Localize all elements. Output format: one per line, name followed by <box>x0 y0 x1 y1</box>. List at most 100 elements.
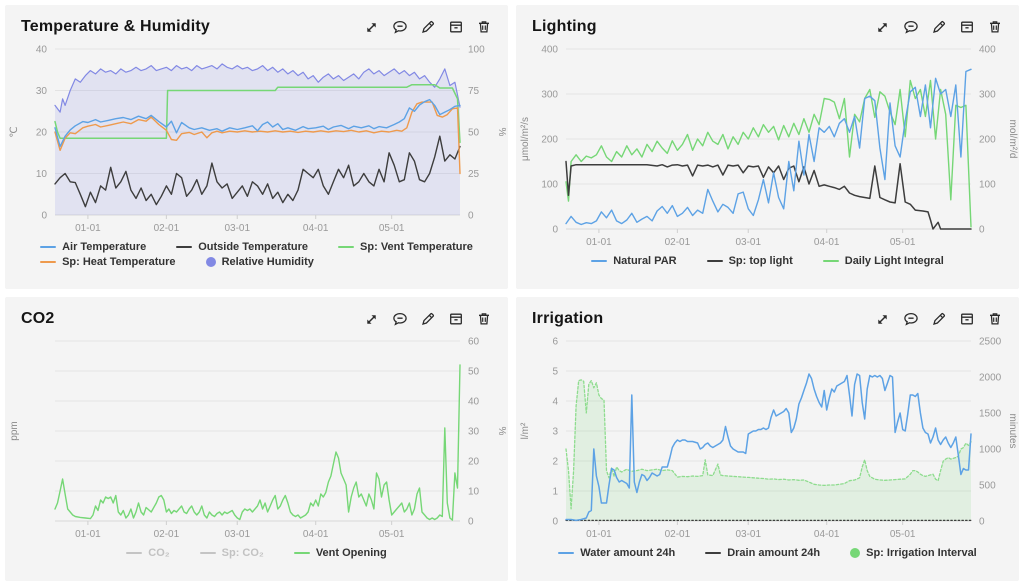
legend-item[interactable]: Sp: Heat Temperature <box>40 256 176 268</box>
svg-text:4: 4 <box>552 397 558 408</box>
edit-icon[interactable] <box>930 311 947 328</box>
edit-icon[interactable] <box>419 311 436 328</box>
archive-icon[interactable] <box>958 311 975 328</box>
svg-text:2500: 2500 <box>979 337 1002 348</box>
svg-text:01-01: 01-01 <box>586 529 612 540</box>
svg-text:200: 200 <box>979 135 996 146</box>
svg-text:04-01: 04-01 <box>814 529 840 540</box>
legend-line-marker <box>40 246 57 248</box>
legend-label: Daily Light Integral <box>844 255 944 267</box>
trash-icon[interactable] <box>986 19 1003 36</box>
svg-text:100: 100 <box>979 180 996 191</box>
svg-text:50: 50 <box>468 367 480 378</box>
legend-item[interactable]: Sp: Vent Temperature <box>338 241 473 253</box>
svg-text:04-01: 04-01 <box>303 223 329 234</box>
panel-irrigation: Irrigation 01-01 02-01 03-01 04-01 05-01 0 1 2 3… <box>516 297 1019 581</box>
svg-text:0: 0 <box>552 225 558 236</box>
legend-item[interactable]: Air Temperature <box>40 241 146 253</box>
svg-text:500: 500 <box>979 481 996 492</box>
svg-text:ppm: ppm <box>9 421 20 440</box>
svg-text:30: 30 <box>36 86 48 97</box>
legend-item[interactable]: Sp: CO₂ <box>199 547 264 559</box>
legend-item[interactable]: Sp: Irrigation Interval <box>850 547 977 559</box>
co2-legend: CO₂ Sp: CO₂ Vent Opening <box>5 547 508 559</box>
svg-text:75: 75 <box>468 86 480 97</box>
comment-icon[interactable] <box>902 311 919 328</box>
legend-item[interactable]: Relative Humidity <box>205 256 314 268</box>
svg-text:100: 100 <box>541 180 558 191</box>
temperature-humidity-chart: 01-01 02-01 03-01 04-01 05-01 0 10 20 30 40 0 25 50 7… <box>9 45 507 235</box>
comment-icon[interactable] <box>391 311 408 328</box>
panel-title: Temperature & Humidity <box>21 18 211 35</box>
svg-text:200: 200 <box>541 135 558 146</box>
edit-icon[interactable] <box>419 19 436 36</box>
panel-header: Lighting <box>516 5 1019 41</box>
trash-icon[interactable] <box>475 311 492 328</box>
svg-text:0: 0 <box>552 517 558 528</box>
legend-circle-marker <box>205 257 216 267</box>
svg-text:400: 400 <box>541 45 558 56</box>
archive-icon[interactable] <box>447 311 464 328</box>
svg-text:μmol/m²/s: μmol/m²/s <box>520 117 531 161</box>
legend-item[interactable]: Drain amount 24h <box>705 547 820 559</box>
lighting-legend: Natural PAR Sp: top light Daily Light Inte… <box>516 255 1019 267</box>
svg-text:2: 2 <box>552 457 558 468</box>
archive-icon[interactable] <box>447 19 464 36</box>
legend-label: Outside Temperature <box>198 241 309 253</box>
legend-line-marker <box>706 260 723 262</box>
svg-text:03-01: 03-01 <box>735 237 761 248</box>
legend-row: Natural PAR Sp: top light Daily Light Inte… <box>591 255 944 267</box>
svg-text:02-01: 02-01 <box>154 529 180 540</box>
svg-text:0: 0 <box>41 211 47 222</box>
svg-text:minutes: minutes <box>1007 413 1018 448</box>
legend-label: Air Temperature <box>62 241 147 253</box>
expand-icon[interactable] <box>874 311 891 328</box>
legend-row: Air Temperature Outside Temperature Sp: Ve… <box>40 241 473 253</box>
edit-icon[interactable] <box>930 19 947 36</box>
comment-icon[interactable] <box>902 19 919 36</box>
expand-icon[interactable] <box>363 311 380 328</box>
legend-item[interactable]: Natural PAR <box>591 255 677 267</box>
legend-rows: Water amount 24h Drain amount 24h Sp: Irri… <box>558 547 977 559</box>
comment-icon[interactable] <box>391 19 408 36</box>
svg-text:03-01: 03-01 <box>224 223 250 234</box>
legend-line-marker <box>176 246 193 248</box>
svg-text:40: 40 <box>468 397 480 408</box>
svg-text:300: 300 <box>979 90 996 101</box>
legend-label: Sp: Heat Temperature <box>62 256 176 268</box>
legend-item[interactable]: Vent Opening <box>293 547 387 559</box>
legend-line-marker <box>822 260 839 262</box>
temperature-humidity-legend: Air Temperature Outside Temperature Sp: Ve… <box>5 241 508 268</box>
svg-text:25: 25 <box>468 169 480 180</box>
legend-line-marker <box>199 552 216 554</box>
svg-text:40: 40 <box>36 45 48 56</box>
archive-icon[interactable] <box>958 19 975 36</box>
svg-text:300: 300 <box>541 90 558 101</box>
trash-icon[interactable] <box>986 311 1003 328</box>
irrigation-legend: Water amount 24h Drain amount 24h Sp: Irri… <box>516 547 1019 559</box>
legend-line-marker <box>338 246 355 248</box>
expand-icon[interactable] <box>363 19 380 36</box>
svg-text:60: 60 <box>468 337 480 348</box>
trash-icon[interactable] <box>475 19 492 36</box>
panel-title: CO2 <box>21 310 55 327</box>
panel-toolbar <box>363 311 492 328</box>
svg-text:10: 10 <box>468 487 480 498</box>
legend-item[interactable]: Outside Temperature <box>176 241 308 253</box>
expand-icon[interactable] <box>874 19 891 36</box>
legend-row: Sp: Heat Temperature Relative Humidity <box>40 256 314 268</box>
svg-text:℃: ℃ <box>9 126 20 137</box>
legend-item[interactable]: Water amount 24h <box>558 547 675 559</box>
svg-text:1: 1 <box>552 487 558 498</box>
svg-text:0: 0 <box>468 517 474 528</box>
svg-text:50: 50 <box>468 128 480 139</box>
svg-text:03-01: 03-01 <box>224 529 250 540</box>
legend-item[interactable]: Sp: top light <box>706 255 793 267</box>
legend-item[interactable]: CO₂ <box>126 547 170 559</box>
legend-circle-marker <box>850 548 861 558</box>
panel-title: Irrigation <box>532 310 604 327</box>
legend-label: Sp: Vent Temperature <box>360 241 473 253</box>
panel-lighting: Lighting 01-01 02-01 03-01 04-01 05-01 0 100 20… <box>516 5 1019 289</box>
svg-text:20: 20 <box>36 128 48 139</box>
legend-item[interactable]: Daily Light Integral <box>822 255 944 267</box>
